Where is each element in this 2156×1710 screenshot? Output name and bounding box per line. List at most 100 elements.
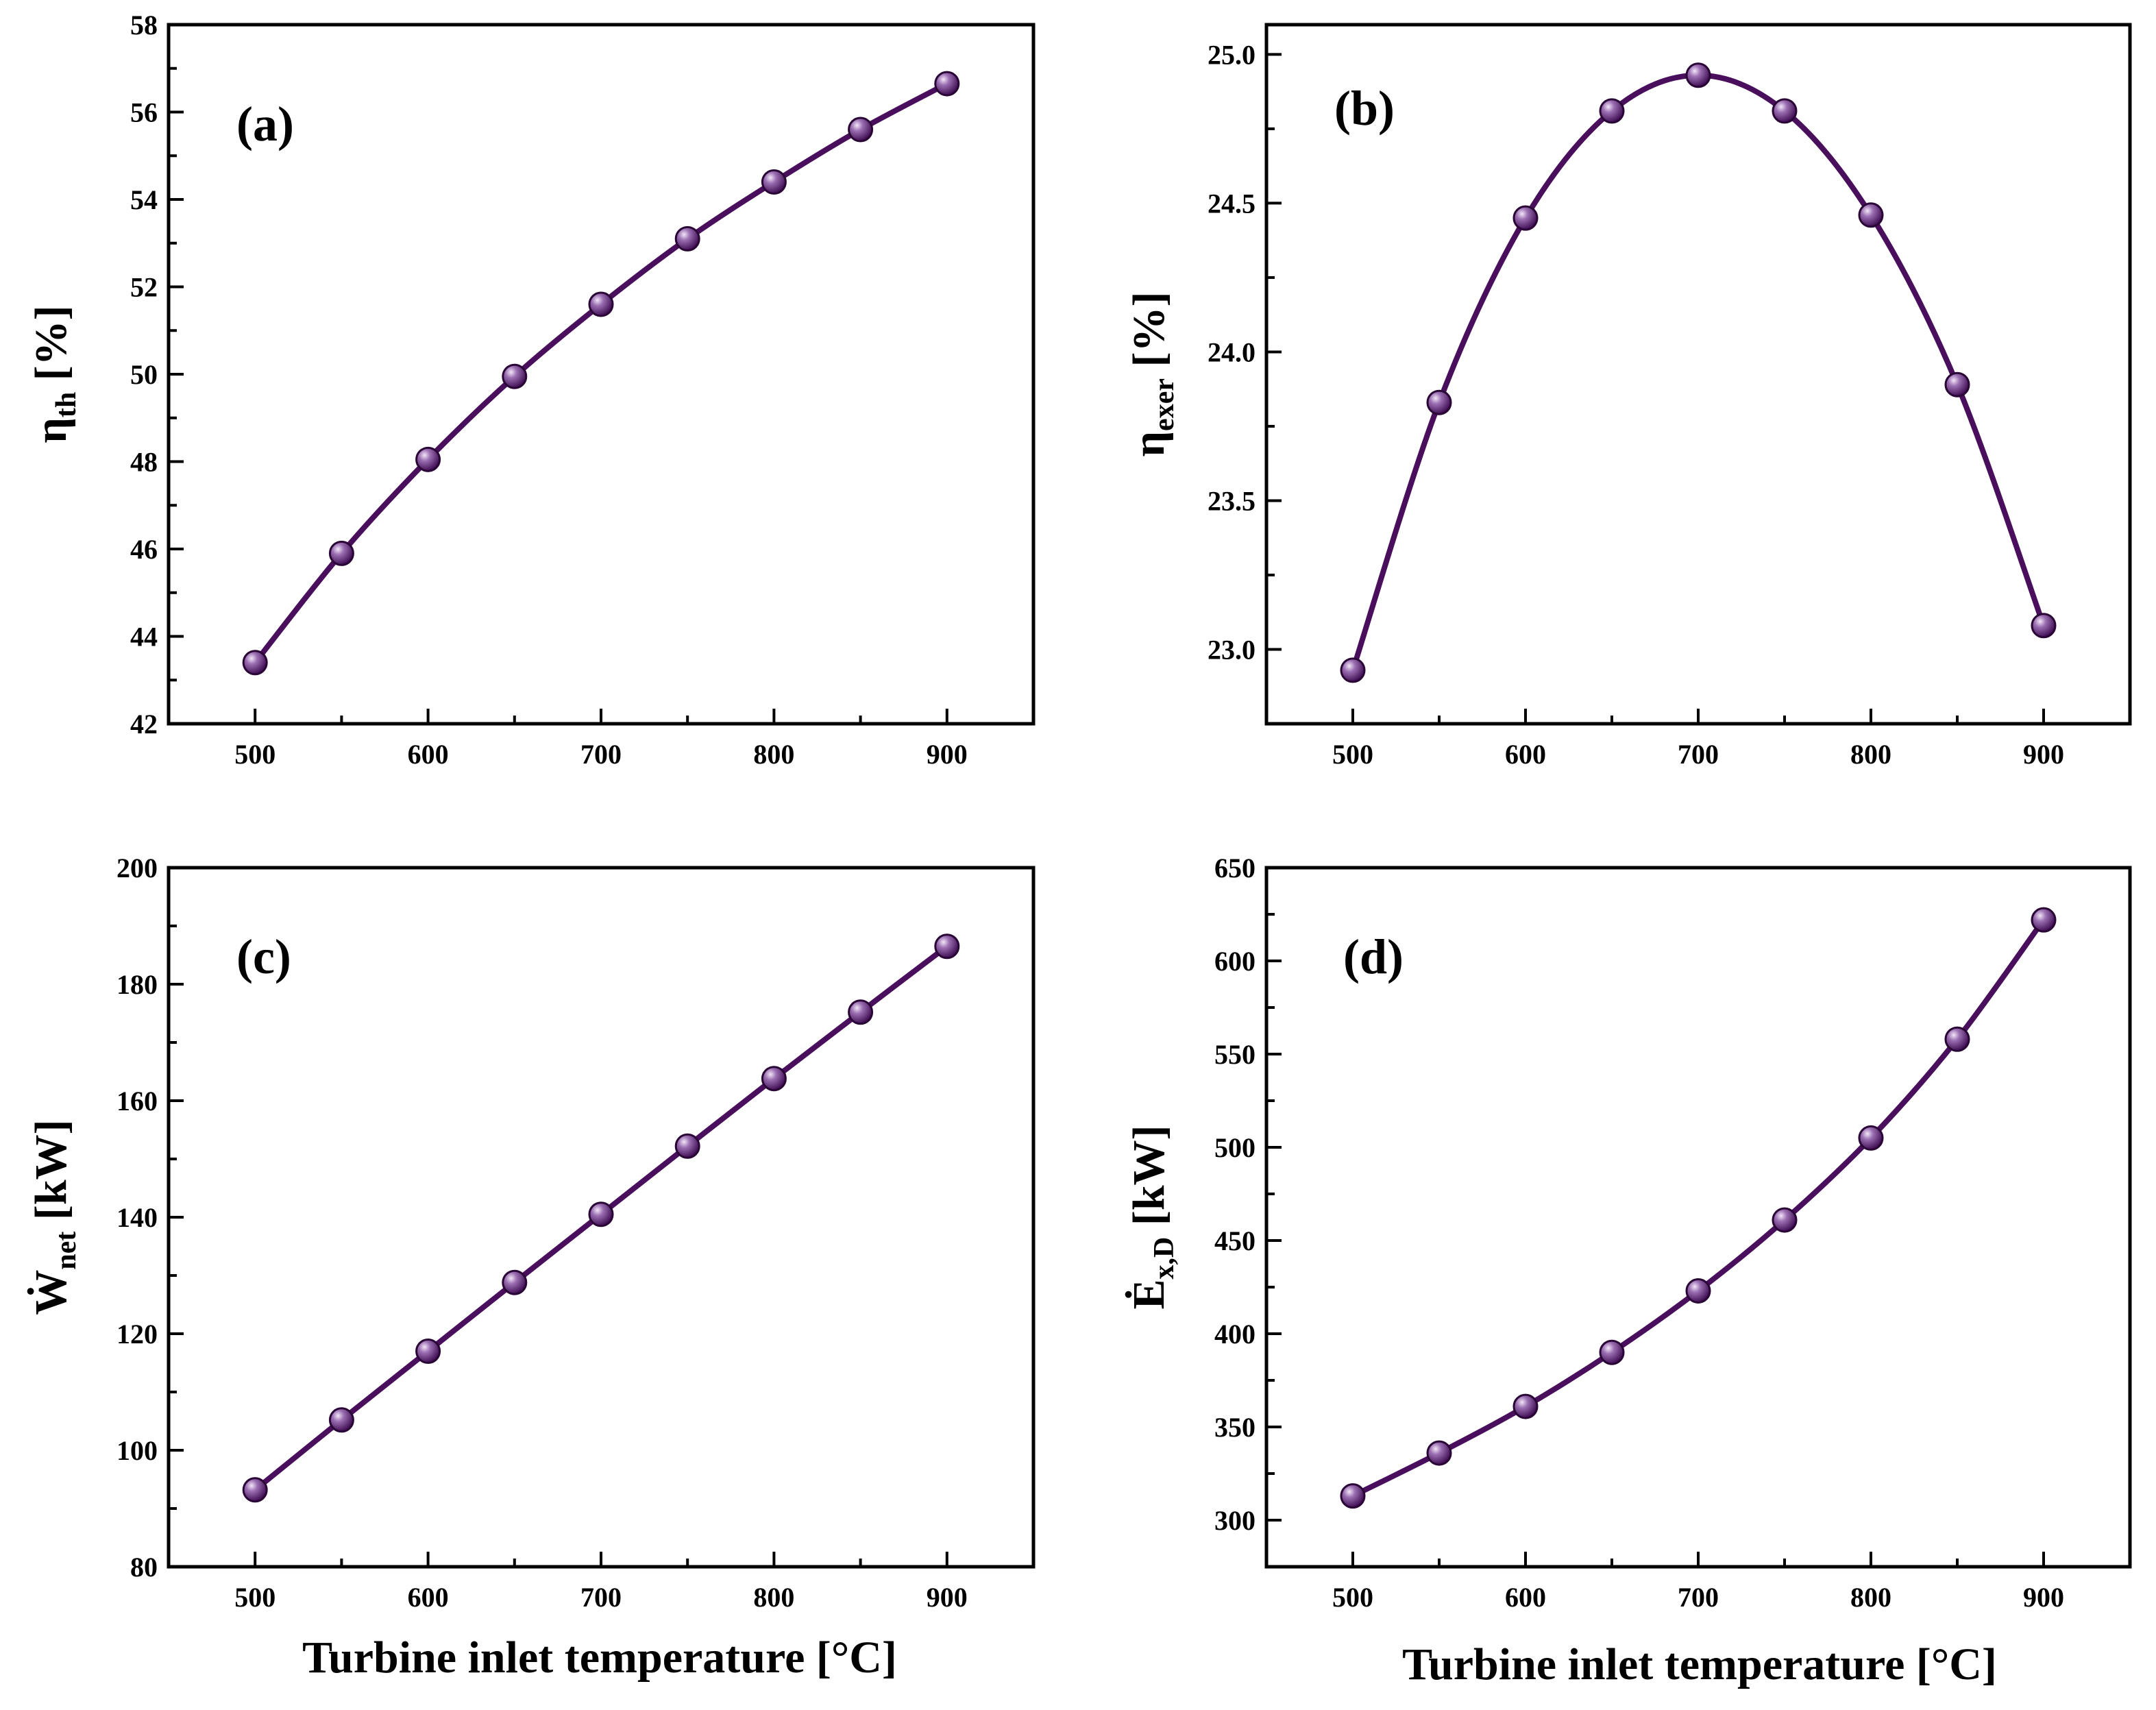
y-axis-label-unit-c: [kW]: [26, 1119, 76, 1231]
data-point-c-900: [935, 935, 959, 958]
panel-label-c: (c): [236, 929, 291, 984]
x-tick-label-d-800: 800: [1850, 1582, 1891, 1613]
plot-frame-b: [1266, 25, 2130, 724]
x-tick-label-a-900: 900: [927, 739, 968, 770]
y-axis-label-a: ηth [%]: [26, 305, 82, 443]
x-tick-label-c-500: 500: [234, 1582, 275, 1613]
data-point-b-700: [1687, 64, 1710, 87]
data-point-d-900: [2032, 908, 2055, 931]
data-point-a-600: [417, 448, 440, 471]
chart-panel-b: 500 600 700 800 900 23.0 23.5 24.0 24.5 25.0 (b) ηe…: [1124, 25, 2130, 770]
y-axis-label-symbol-c: Ẇ: [26, 1270, 76, 1315]
y-tick-label-c-3: 140: [117, 1202, 158, 1233]
y-axis-label-d: Ėx,D [kW]: [1124, 1125, 1180, 1309]
data-point-b-850: [1946, 373, 1969, 396]
y-tick-label-a-7: 56: [130, 97, 158, 128]
x-tick-label-d-900: 900: [2023, 1582, 2064, 1613]
x-tick-label-b-700: 700: [1678, 739, 1719, 770]
x-tick-label-b-500: 500: [1332, 739, 1373, 770]
y-axis-label-symbol-b: η: [1124, 431, 1174, 456]
data-point-d-800: [1859, 1126, 1883, 1149]
x-tick-label-a-500: 500: [234, 739, 275, 770]
y-tick-label-d-1: 350: [1214, 1412, 1255, 1443]
y-tick-label-c-2: 120: [117, 1319, 158, 1349]
y-axis-label-unit-d: [kW]: [1124, 1125, 1174, 1236]
data-point-a-750: [676, 227, 699, 250]
data-point-a-800: [762, 171, 785, 194]
y-tick-label-c-5: 180: [117, 969, 158, 1000]
y-axis-label-symbol-d: Ė: [1124, 1279, 1174, 1309]
data-point-d-850: [1946, 1027, 1969, 1051]
y-axis-label-unit-b: [%]: [1124, 292, 1174, 378]
x-axis-label-c: Turbine inlet temperature [°C]: [302, 1633, 897, 1683]
y-axis-label-symbol-a: η: [26, 417, 76, 443]
y-tick-label-d-0: 300: [1214, 1505, 1255, 1536]
panels: 500 600 700 800 900 42 44 46 48 50 52 54 56 58 (a) ηth …: [26, 10, 2130, 1613]
y-axis-label-unit-a: [%]: [26, 305, 76, 391]
y-tick-label-d-7: 650: [1214, 853, 1255, 883]
y-tick-label-a-2: 46: [130, 534, 158, 565]
y-tick-label-d-6: 600: [1214, 946, 1255, 977]
data-point-c-550: [330, 1408, 353, 1432]
y-axis-label-c: Ẇnet [kW]: [26, 1119, 82, 1315]
data-point-a-650: [503, 365, 526, 388]
y-axis-label-subscript-b: exer: [1149, 378, 1180, 431]
panel-label-d: (d): [1343, 929, 1404, 984]
y-tick-label-d-2: 400: [1214, 1319, 1255, 1349]
data-point-a-900: [935, 72, 959, 95]
series-line-a: [255, 84, 947, 663]
x-tick-label-d-600: 600: [1505, 1582, 1546, 1613]
data-point-d-750: [1773, 1208, 1796, 1232]
data-point-d-550: [1428, 1441, 1451, 1465]
y-tick-label-b-2: 24.0: [1208, 337, 1255, 367]
data-point-d-650: [1600, 1341, 1624, 1364]
y-tick-label-a-4: 50: [130, 359, 158, 390]
y-tick-label-b-3: 24.5: [1208, 188, 1255, 219]
y-tick-label-a-1: 44: [130, 622, 158, 652]
data-point-b-800: [1859, 204, 1883, 227]
x-tick-label-b-800: 800: [1850, 739, 1891, 770]
data-point-a-850: [849, 118, 872, 141]
x-tick-label-a-600: 600: [408, 739, 449, 770]
x-tick-label-b-900: 900: [2023, 739, 2064, 770]
y-tick-label-b-1: 23.5: [1208, 485, 1255, 516]
x-tick-label-a-700: 700: [580, 739, 622, 770]
x-tick-label-a-800: 800: [753, 739, 794, 770]
chart-panel-c: 500 600 700 800 900 80 100 120 140 160 180 200 (c) Ẇn…: [26, 853, 1033, 1613]
x-tick-label-d-700: 700: [1678, 1582, 1719, 1613]
data-point-b-550: [1428, 391, 1451, 414]
x-tick-label-c-900: 900: [927, 1582, 968, 1613]
data-point-d-700: [1687, 1279, 1710, 1302]
data-point-a-700: [589, 293, 613, 316]
data-point-b-650: [1600, 99, 1624, 123]
y-tick-label-d-4: 500: [1214, 1132, 1255, 1163]
y-tick-label-c-4: 160: [117, 1086, 158, 1116]
y-axis-label-subscript-d: x,D: [1149, 1237, 1180, 1280]
panel-label-b: (b): [1334, 81, 1395, 136]
data-point-b-750: [1773, 99, 1796, 123]
chart-panel-a: 500 600 700 800 900 42 44 46 48 50 52 54 56 58 (a) ηth …: [26, 10, 1033, 770]
data-point-d-600: [1514, 1395, 1537, 1418]
y-tick-label-d-3: 450: [1214, 1225, 1255, 1256]
x-tick-label-c-800: 800: [753, 1582, 794, 1613]
x-axis-label-d: Turbine inlet temperature [°C]: [1402, 1639, 1997, 1689]
y-tick-label-a-0: 42: [130, 709, 158, 740]
data-point-c-750: [676, 1134, 699, 1158]
data-point-a-550: [330, 541, 353, 565]
series-line-b: [1353, 75, 2044, 670]
y-axis-label-subscript-c: net: [51, 1232, 82, 1270]
data-point-b-900: [2032, 614, 2055, 637]
y-axis-label-b: ηexer [%]: [1124, 292, 1180, 457]
data-point-c-650: [503, 1271, 526, 1294]
data-point-c-700: [589, 1203, 613, 1226]
plot-frame-a: [169, 25, 1033, 724]
x-tick-label-c-600: 600: [408, 1582, 449, 1613]
y-tick-label-a-8: 58: [130, 10, 158, 40]
data-point-c-600: [417, 1340, 440, 1363]
data-point-c-500: [243, 1478, 267, 1502]
x-tick-label-c-700: 700: [580, 1582, 622, 1613]
figure: 500 600 700 800 900424446485052545658(a)ηth …: [0, 0, 2156, 1710]
data-point-c-850: [849, 1001, 872, 1024]
data-point-d-500: [1341, 1485, 1364, 1508]
y-axis-label-subscript-a: th: [51, 392, 82, 417]
